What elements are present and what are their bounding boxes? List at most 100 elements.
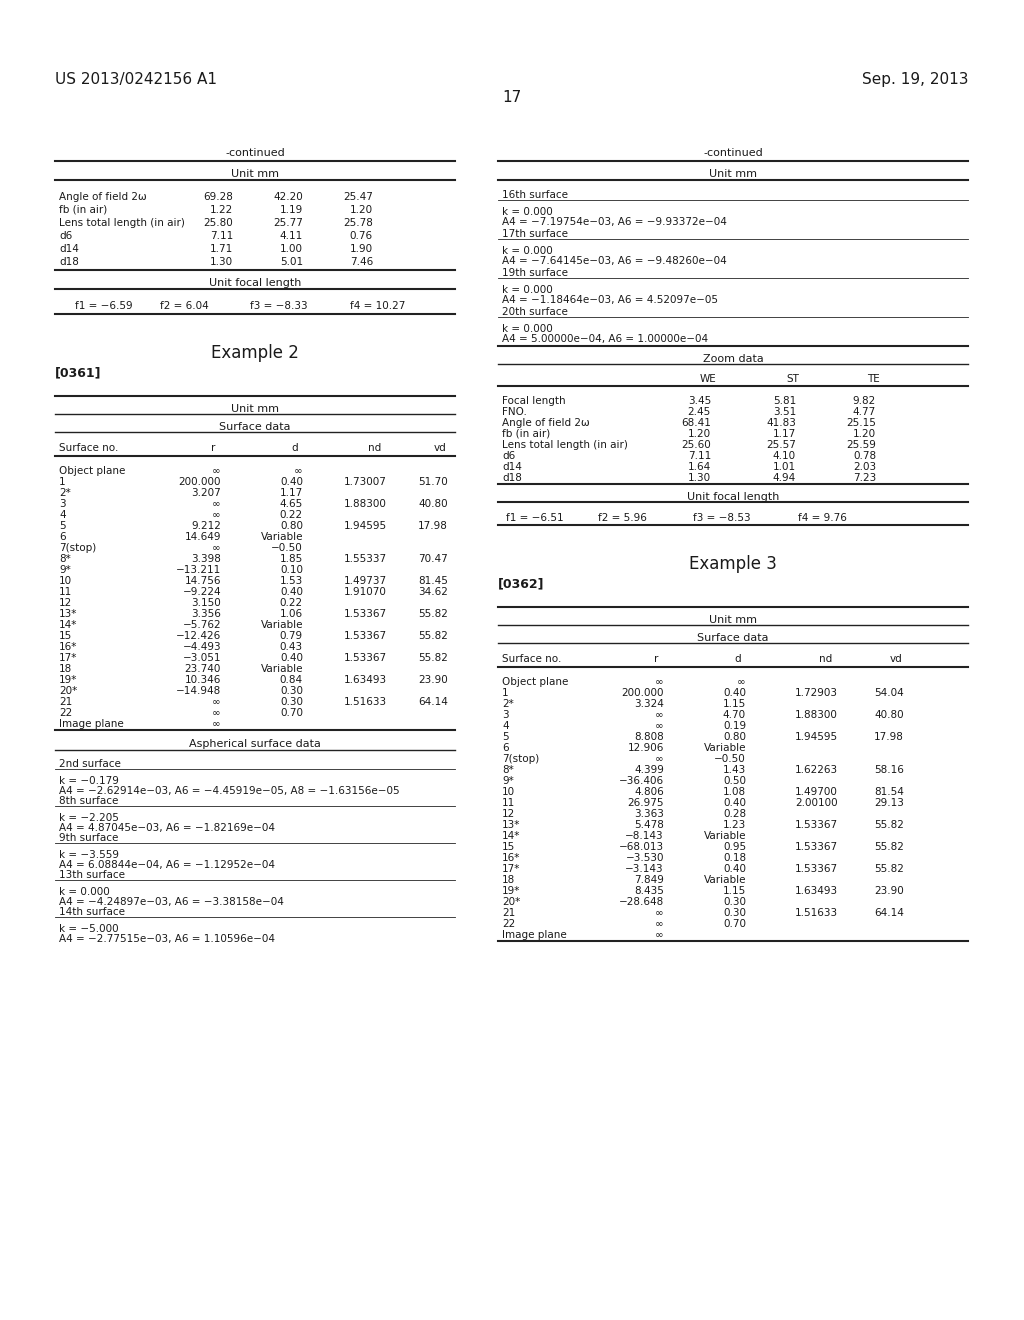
Text: 23.90: 23.90 (418, 675, 449, 685)
Text: 1.53367: 1.53367 (795, 842, 838, 851)
Text: 1.64: 1.64 (688, 462, 711, 473)
Text: A4 = −7.64145e−03, A6 = −9.48260e−04: A4 = −7.64145e−03, A6 = −9.48260e−04 (502, 256, 727, 267)
Text: A4 = −2.77515e−03, A6 = 1.10596e−04: A4 = −2.77515e−03, A6 = 1.10596e−04 (59, 935, 275, 944)
Text: 16*: 16* (59, 642, 78, 652)
Text: ∞: ∞ (655, 721, 664, 731)
Text: 1.15: 1.15 (723, 700, 746, 709)
Text: 1.49737: 1.49737 (344, 576, 387, 586)
Text: Variable: Variable (260, 664, 303, 675)
Text: vd: vd (433, 444, 446, 453)
Text: 4.806: 4.806 (634, 787, 664, 797)
Text: 1.94595: 1.94595 (795, 733, 838, 742)
Text: Example 2: Example 2 (211, 345, 299, 362)
Text: 81.45: 81.45 (418, 576, 449, 586)
Text: 1.90: 1.90 (350, 244, 373, 253)
Text: 1.53367: 1.53367 (344, 609, 387, 619)
Text: ST: ST (786, 374, 800, 384)
Text: 0.30: 0.30 (723, 898, 746, 907)
Text: 7.23: 7.23 (853, 473, 876, 483)
Text: 4: 4 (59, 510, 66, 520)
Text: −14.948: −14.948 (176, 686, 221, 696)
Text: 69.28: 69.28 (203, 191, 233, 202)
Text: -continued: -continued (225, 148, 285, 158)
Text: 25.59: 25.59 (846, 440, 876, 450)
Text: nd: nd (369, 444, 382, 453)
Text: 0.28: 0.28 (723, 809, 746, 818)
Text: A4 = −7.19754e−03, A6 = −9.93372e−04: A4 = −7.19754e−03, A6 = −9.93372e−04 (502, 216, 727, 227)
Text: 1.51633: 1.51633 (344, 697, 387, 708)
Text: 7.849: 7.849 (634, 875, 664, 884)
Text: 12: 12 (59, 598, 73, 609)
Text: k = 0.000: k = 0.000 (502, 285, 553, 294)
Text: 4.399: 4.399 (634, 766, 664, 775)
Text: 1.85: 1.85 (280, 554, 303, 564)
Text: 14*: 14* (502, 832, 520, 841)
Text: 11: 11 (502, 799, 515, 808)
Text: Variable: Variable (703, 832, 746, 841)
Text: Surface no.: Surface no. (502, 653, 561, 664)
Text: 23.90: 23.90 (874, 886, 904, 896)
Text: 34.62: 34.62 (418, 587, 449, 597)
Text: 11: 11 (59, 587, 73, 597)
Text: 4.65: 4.65 (280, 499, 303, 510)
Text: Surface data: Surface data (697, 634, 769, 643)
Text: 0.80: 0.80 (723, 733, 746, 742)
Text: f3 = −8.53: f3 = −8.53 (693, 513, 751, 523)
Text: −4.493: −4.493 (182, 642, 221, 652)
Text: 0.30: 0.30 (280, 686, 303, 696)
Text: 21: 21 (502, 908, 515, 917)
Text: k = −2.205: k = −2.205 (59, 813, 119, 822)
Text: 0.80: 0.80 (280, 521, 303, 531)
Text: ∞: ∞ (655, 931, 664, 940)
Text: 1.63493: 1.63493 (344, 675, 387, 685)
Text: 0.10: 0.10 (280, 565, 303, 576)
Text: 40.80: 40.80 (419, 499, 449, 510)
Text: 14.756: 14.756 (184, 576, 221, 586)
Text: 8.435: 8.435 (634, 886, 664, 896)
Text: 54.04: 54.04 (874, 688, 904, 698)
Text: 8.808: 8.808 (634, 733, 664, 742)
Text: Variable: Variable (703, 875, 746, 884)
Text: 14th surface: 14th surface (59, 907, 125, 917)
Text: Variable: Variable (260, 620, 303, 630)
Text: 1.88300: 1.88300 (795, 710, 838, 719)
Text: Image plane: Image plane (502, 931, 566, 940)
Text: 0.79: 0.79 (280, 631, 303, 642)
Text: Variable: Variable (703, 743, 746, 752)
Text: 12: 12 (502, 809, 515, 818)
Text: −0.50: −0.50 (271, 543, 303, 553)
Text: 1.08: 1.08 (723, 787, 746, 797)
Text: 4.77: 4.77 (853, 407, 876, 417)
Text: 0.76: 0.76 (350, 231, 373, 242)
Text: 0.40: 0.40 (723, 799, 746, 808)
Text: 5.01: 5.01 (280, 257, 303, 267)
Text: f1 = −6.59: f1 = −6.59 (75, 301, 133, 312)
Text: −13.211: −13.211 (176, 565, 221, 576)
Text: 70.47: 70.47 (418, 554, 449, 564)
Text: 3.51: 3.51 (773, 407, 796, 417)
Text: A4 = 6.08844e−04, A6 = −1.12952e−04: A4 = 6.08844e−04, A6 = −1.12952e−04 (59, 861, 275, 870)
Text: Example 3: Example 3 (689, 554, 777, 573)
Text: 0.70: 0.70 (280, 708, 303, 718)
Text: −28.648: −28.648 (618, 898, 664, 907)
Text: 0.22: 0.22 (280, 510, 303, 520)
Text: 14.649: 14.649 (184, 532, 221, 543)
Text: Unit mm: Unit mm (231, 404, 279, 414)
Text: 25.15: 25.15 (846, 418, 876, 428)
Text: 9*: 9* (59, 565, 71, 576)
Text: 55.82: 55.82 (874, 820, 904, 830)
Text: 0.40: 0.40 (723, 688, 746, 698)
Text: 200.000: 200.000 (622, 688, 664, 698)
Text: TE: TE (866, 374, 880, 384)
Text: k = −3.559: k = −3.559 (59, 850, 119, 861)
Text: 68.41: 68.41 (681, 418, 711, 428)
Text: f3 = −8.33: f3 = −8.33 (250, 301, 307, 312)
Text: d: d (292, 444, 298, 453)
Text: 55.82: 55.82 (418, 653, 449, 663)
Text: 1.20: 1.20 (350, 205, 373, 215)
Text: FNO.: FNO. (502, 407, 527, 417)
Text: Unit focal length: Unit focal length (209, 279, 301, 288)
Text: 1.71: 1.71 (210, 244, 233, 253)
Text: 55.82: 55.82 (418, 609, 449, 619)
Text: 23.740: 23.740 (184, 664, 221, 675)
